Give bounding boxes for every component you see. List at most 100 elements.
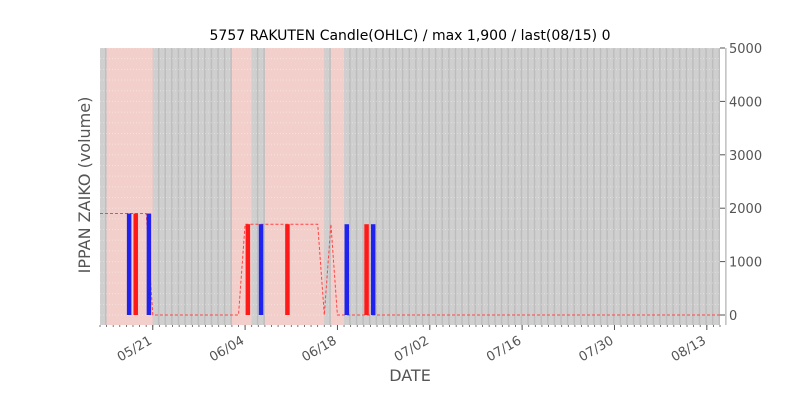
level-line [100, 213, 720, 316]
x-tick-label: 07/16 [484, 333, 524, 365]
day-stripe [659, 48, 661, 325]
highlight-band [330, 48, 345, 325]
day-stripe [105, 48, 107, 325]
day-stripe [711, 48, 714, 325]
day-stripe [428, 48, 430, 325]
day-stripe [540, 48, 542, 325]
day-stripe [580, 48, 582, 325]
day-stripe [639, 48, 641, 325]
day-stripe [599, 48, 602, 325]
day-stripe [573, 48, 575, 325]
bar [133, 213, 138, 315]
day-stripe [349, 48, 351, 325]
day-stripe [725, 48, 727, 325]
day-stripe [553, 48, 556, 325]
day-stripe [230, 48, 232, 325]
day-stripe [171, 48, 173, 325]
x-tick-label: 06/04 [207, 333, 247, 365]
day-stripe [500, 48, 503, 325]
day-stripe [547, 48, 549, 325]
day-stripe [256, 48, 259, 325]
day-stripe [527, 48, 529, 325]
bar [245, 224, 251, 315]
level-line-path [100, 213, 720, 316]
y-tick-label: 4000 [729, 95, 762, 110]
y-axis-ticks: 0 1000 2000 3000 4000 5000 [720, 42, 762, 324]
day-stripe [441, 48, 443, 325]
grid [100, 47, 720, 316]
x-axis-label: DATE [389, 366, 431, 385]
x-axis-ticks: 05/21 06/04 06/18 07/02 07/16 07/30 08/13 [99, 325, 721, 365]
day-stripe [566, 48, 569, 325]
day-stripe [263, 48, 265, 325]
day-stripe [164, 48, 166, 325]
day-stripe [421, 48, 424, 325]
day-stripe [434, 48, 437, 325]
y-tick-label: 5000 [729, 42, 762, 57]
day-stripe [645, 48, 648, 325]
day-stripe [613, 48, 615, 325]
day-stripe [448, 48, 450, 325]
day-stripe [223, 48, 226, 325]
day-stripe [520, 48, 523, 325]
day-stripe [401, 48, 404, 325]
day-stripe [415, 48, 417, 325]
day-stripe [355, 48, 358, 325]
day-stripe [665, 48, 668, 325]
day-stripe [619, 48, 622, 325]
bar [126, 213, 132, 315]
day-stripe [718, 48, 720, 325]
day-stripe [467, 48, 470, 325]
day-stripe [184, 48, 186, 325]
day-stripe [678, 48, 681, 325]
day-stripe [533, 48, 536, 325]
y-tick-label: 0 [729, 309, 737, 324]
day-stripe [190, 48, 193, 325]
bar [370, 224, 376, 315]
x-tick-label: 07/30 [577, 333, 617, 365]
x-tick-label: 08/13 [669, 333, 709, 365]
x-tick-label: 05/21 [115, 333, 155, 365]
day-stripe [560, 48, 562, 325]
day-stripe [408, 48, 410, 325]
day-stripe [157, 48, 160, 325]
day-stripe [626, 48, 628, 325]
day-stripe [329, 48, 331, 325]
y-axis-label: IPPAN ZAIKO (volume) [75, 97, 94, 274]
bar [146, 213, 152, 315]
day-stripe [461, 48, 463, 325]
x-tick-label: 07/02 [392, 333, 432, 365]
day-stripe [362, 48, 364, 325]
bar [344, 224, 350, 315]
day-stripe [210, 48, 213, 325]
day-stripe [388, 48, 391, 325]
day-stripe [685, 48, 688, 325]
day-stripe [606, 48, 608, 325]
bar [258, 224, 264, 315]
day-stripe [217, 48, 219, 325]
y-tick-label: 2000 [729, 202, 762, 217]
day-stripe [692, 48, 694, 325]
day-stripe [454, 48, 457, 325]
chart-title: 5757 RAKUTEN Candle(OHLC) / max 1,900 / … [210, 28, 611, 44]
day-stripe [382, 48, 384, 325]
day-stripe [672, 48, 674, 325]
day-stripe [507, 48, 509, 325]
bar [364, 224, 369, 315]
day-stripe [368, 48, 371, 325]
day-stripe [593, 48, 595, 325]
day-stripe [204, 48, 206, 325]
day-stripe [474, 48, 476, 325]
y-tick-label: 1000 [729, 256, 762, 271]
day-stripe [632, 48, 635, 325]
day-stripe [494, 48, 496, 325]
day-stripe [705, 48, 707, 325]
day-stripe [487, 48, 490, 325]
day-stripe [177, 48, 180, 325]
day-stripe [375, 48, 378, 325]
day-stripe [698, 48, 701, 325]
day-stripe [514, 48, 516, 325]
bar [285, 224, 290, 315]
day-stripe [481, 48, 483, 325]
